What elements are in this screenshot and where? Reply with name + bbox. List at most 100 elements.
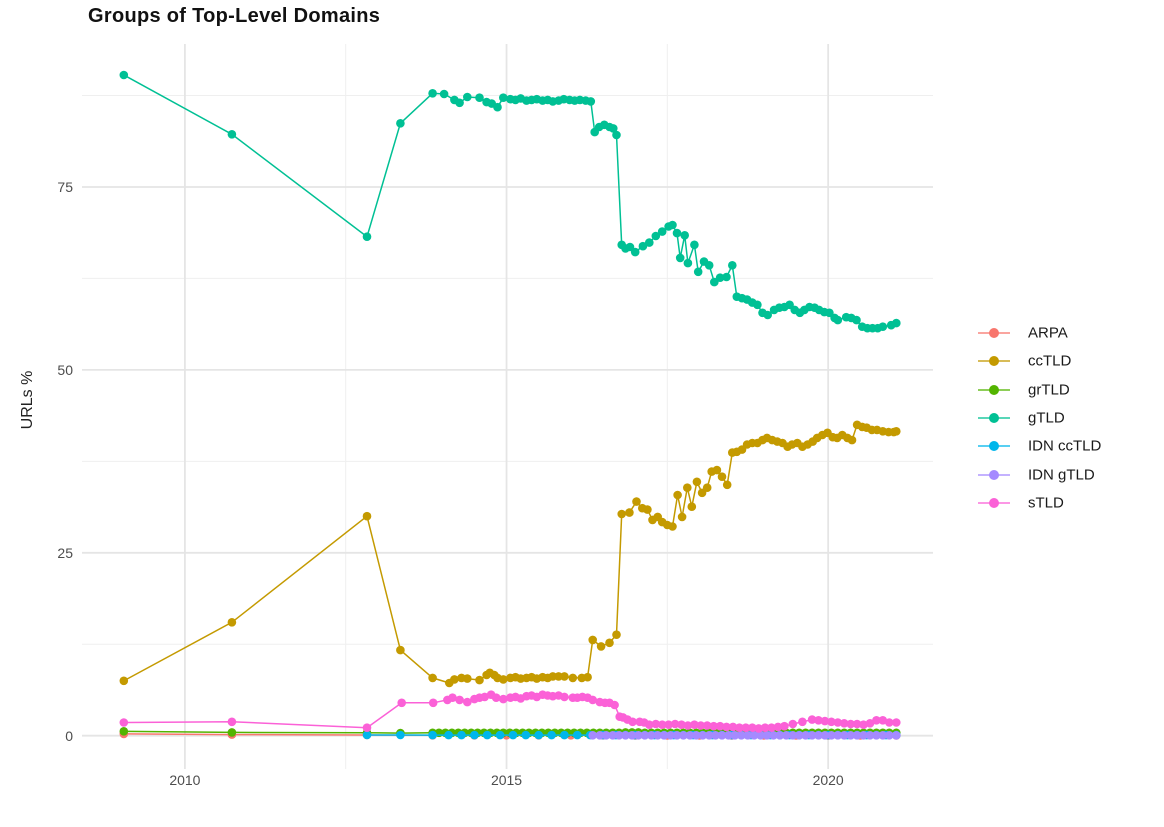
legend-marker-icon (978, 441, 1010, 452)
data-point (547, 730, 556, 740)
data-point (839, 731, 849, 740)
legend-label: IDN ccTLD (1028, 437, 1102, 455)
data-point (730, 731, 740, 740)
data-point (892, 427, 901, 436)
x-tick-label: 2020 (812, 772, 844, 788)
data-point (852, 315, 861, 325)
data-point (872, 716, 881, 725)
data-point (672, 228, 682, 238)
data-point (612, 130, 621, 140)
data-point (668, 522, 677, 531)
data-point (728, 261, 737, 270)
data-point (455, 695, 464, 705)
data-point (807, 731, 817, 740)
legend-label: gTLD (1028, 409, 1065, 427)
data-point (362, 723, 372, 732)
data-point (743, 731, 752, 740)
data-point (717, 731, 727, 740)
data-point (475, 675, 484, 685)
data-point (439, 89, 449, 99)
data-point (651, 231, 661, 241)
data-point (680, 231, 689, 240)
data-point (227, 130, 237, 139)
data-point (560, 692, 569, 702)
legend-item-IDN-ccTLD: IDN ccTLD (972, 435, 1162, 457)
data-point (741, 723, 751, 732)
data-point (892, 318, 901, 328)
data-point (820, 716, 830, 726)
data-point (683, 721, 693, 730)
data-point (588, 695, 597, 705)
data-point (534, 730, 543, 740)
data-point (508, 730, 518, 740)
data-point (692, 477, 702, 487)
data-point (455, 98, 464, 108)
data-point (683, 258, 693, 268)
x-tick-label: 2015 (490, 772, 523, 788)
data-point (702, 721, 712, 730)
data-point (396, 119, 405, 128)
data-point (690, 240, 699, 250)
data-point (568, 673, 578, 683)
data-point (702, 483, 712, 493)
data-point (687, 502, 697, 512)
data-point (573, 730, 582, 740)
data-point (737, 731, 746, 740)
x-tick-label: 2010 (169, 772, 201, 788)
data-point (601, 731, 611, 740)
data-point (878, 731, 888, 740)
data-point (470, 730, 479, 740)
data-point (397, 698, 407, 708)
data-point (450, 675, 459, 684)
data-point (696, 721, 706, 730)
data-point (775, 731, 785, 740)
data-point (119, 718, 129, 727)
data-point (717, 472, 727, 482)
data-point (588, 635, 597, 645)
data-point (788, 719, 798, 729)
data-point (664, 720, 673, 729)
data-point (846, 731, 855, 740)
data-point (645, 720, 654, 729)
data-point (428, 89, 437, 98)
data-point (651, 719, 661, 729)
legend-label: sTLD (1028, 494, 1064, 512)
y-tick-label: 75 (57, 178, 73, 195)
series-gTLD (119, 70, 901, 333)
y-tick-label: 0 (65, 727, 73, 744)
data-point (780, 721, 789, 731)
data-point (588, 731, 597, 740)
data-point (756, 731, 765, 740)
data-point (685, 731, 695, 740)
data-point (499, 93, 508, 102)
data-point (839, 719, 849, 728)
data-point (892, 718, 901, 727)
data-point (428, 698, 438, 708)
legend-marker-icon (978, 469, 1010, 480)
data-point (872, 731, 881, 740)
y-tick-label: 50 (57, 361, 73, 378)
data-point (632, 497, 641, 506)
data-point (647, 731, 656, 740)
legend-marker-icon (978, 384, 1010, 395)
data-point (612, 630, 621, 639)
legend-item-grTLD: grTLD (972, 379, 1162, 401)
data-point (859, 720, 868, 729)
data-point (621, 731, 630, 740)
data-point (625, 508, 634, 517)
data-point (827, 717, 836, 727)
data-point (878, 716, 888, 725)
data-point (827, 731, 836, 740)
data-point (396, 730, 405, 740)
data-point (610, 700, 619, 710)
data-point (807, 715, 817, 724)
legend-marker-icon (978, 498, 1010, 509)
data-point (659, 731, 669, 740)
data-point (677, 512, 687, 522)
data-point (722, 722, 731, 732)
data-point (767, 723, 776, 732)
data-point (683, 483, 692, 493)
data-point (724, 731, 733, 740)
data-point (677, 720, 686, 729)
